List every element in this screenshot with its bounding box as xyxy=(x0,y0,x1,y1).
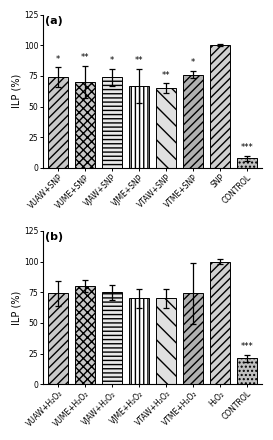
Bar xyxy=(102,292,122,384)
Text: *: * xyxy=(56,55,60,64)
Y-axis label: ILP (%): ILP (%) xyxy=(11,74,21,108)
Bar xyxy=(210,261,230,384)
Bar xyxy=(48,293,68,384)
Text: **: ** xyxy=(162,70,170,80)
Bar xyxy=(183,75,203,168)
Text: (b): (b) xyxy=(45,232,64,242)
Text: *: * xyxy=(110,56,114,65)
Bar xyxy=(210,45,230,168)
Y-axis label: ILP (%): ILP (%) xyxy=(11,290,21,325)
Text: *: * xyxy=(191,59,195,67)
Bar xyxy=(102,77,122,168)
Bar xyxy=(129,86,149,168)
Bar xyxy=(75,82,95,168)
Bar xyxy=(48,77,68,168)
Bar xyxy=(237,359,257,384)
Text: (a): (a) xyxy=(45,16,63,26)
Text: ***: *** xyxy=(241,342,253,351)
Text: **: ** xyxy=(81,53,89,62)
Bar xyxy=(237,158,257,168)
Text: **: ** xyxy=(135,56,143,65)
Bar xyxy=(129,298,149,384)
Bar xyxy=(156,298,176,384)
Bar xyxy=(156,88,176,168)
Bar xyxy=(75,286,95,384)
Text: ***: *** xyxy=(241,143,253,152)
Bar xyxy=(183,293,203,384)
